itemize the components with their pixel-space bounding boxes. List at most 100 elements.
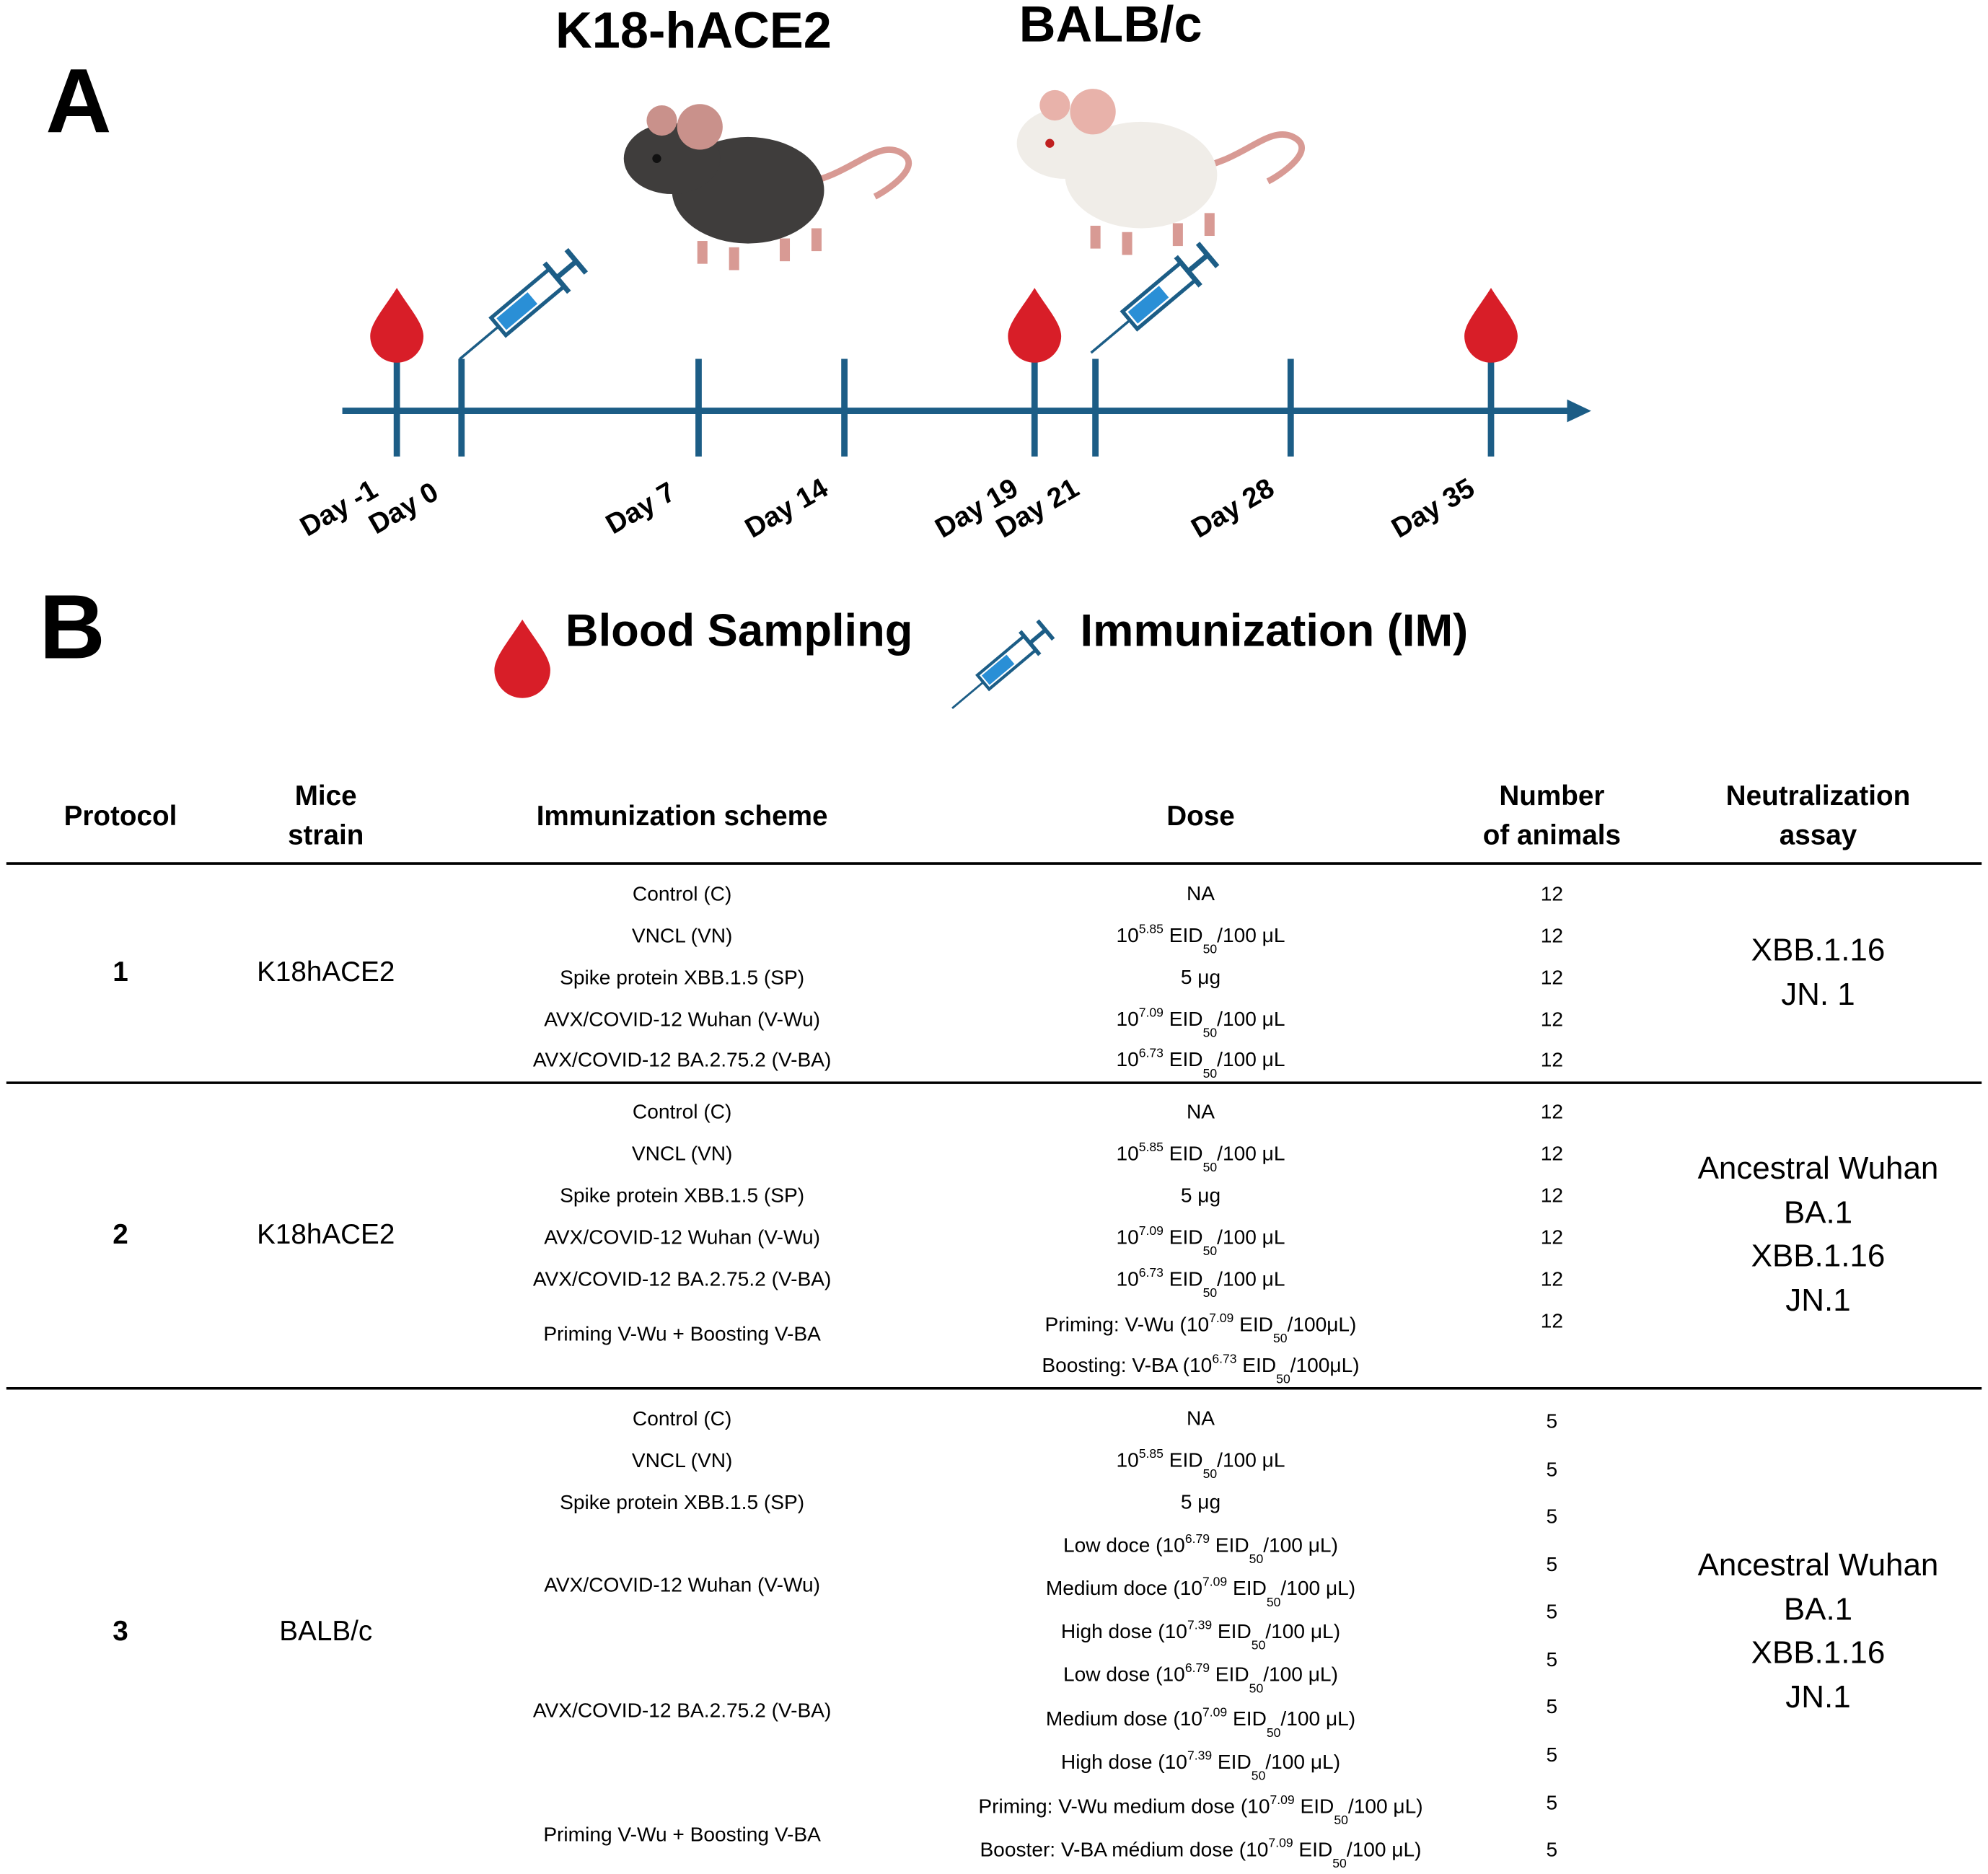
- dose-text: /100 μL: [1217, 1449, 1285, 1472]
- dose-text: /100 μL: [1217, 1008, 1285, 1030]
- dose-text: Priming: V-Wu (10: [1045, 1314, 1210, 1336]
- mouse-leg: [1122, 232, 1132, 255]
- dose-text: Medium dose (10: [1046, 1708, 1202, 1730]
- dose-text: /100 μL): [1263, 1534, 1338, 1557]
- column-header: Mice: [295, 780, 357, 811]
- column-header: Protocol: [64, 801, 177, 832]
- dose-text: High dose (10: [1061, 1620, 1187, 1642]
- strain-title: K18-hACE2: [555, 1, 832, 58]
- flange: [542, 261, 571, 294]
- dose-text: /100 μL): [1265, 1751, 1340, 1773]
- assay-cell: XBB.1.16: [1751, 1238, 1886, 1273]
- blood-drop-icon: [1008, 288, 1062, 363]
- animals-cell: 12: [1541, 1008, 1563, 1030]
- dose-subscript: 50: [1334, 1813, 1348, 1827]
- dose-cell: 107.09 EID50/100 μL: [1116, 1005, 1285, 1039]
- dose-exponent: 7.09: [1270, 1792, 1294, 1807]
- scheme-cell: VNCL (VN): [632, 1449, 733, 1472]
- animals-cell: 5: [1547, 1792, 1558, 1814]
- scheme-cell: AVX/COVID-12 Wuhan (V-Wu): [544, 1226, 820, 1249]
- dose-text: EID: [1164, 1449, 1203, 1472]
- dose-subscript: 50: [1273, 1331, 1288, 1345]
- plunger: [1186, 252, 1210, 273]
- mouse-eye: [652, 154, 661, 163]
- dose-text: 5 μg: [1181, 966, 1220, 988]
- assay-cell: BA.1: [1784, 1592, 1852, 1627]
- assay-cell: Ancestral Wuhan: [1698, 1151, 1939, 1186]
- dose-cell: Medium dose (107.09 EID50/100 μL): [1046, 1704, 1355, 1739]
- dose-subscript: 50: [1203, 1244, 1218, 1258]
- dose-exponent: 7.09: [1202, 1574, 1227, 1588]
- dose-exponent: 7.09: [1268, 1835, 1293, 1849]
- dose-text: /100 μL): [1280, 1708, 1355, 1730]
- day-label: Day 7: [601, 476, 681, 540]
- scheme-cell: AVX/COVID-12 Wuhan (V-Wu): [544, 1008, 820, 1030]
- dose-text: Low dose (10: [1063, 1663, 1185, 1686]
- mouse-tail: [798, 146, 912, 200]
- dose-cell: Boosting: V-BA (106.73 EID50/100μL): [1042, 1351, 1359, 1386]
- scheme-cell: Spike protein XBB.1.5 (SP): [560, 966, 804, 988]
- mice-strain: K18hACE2: [257, 956, 395, 987]
- animals-cell: 5: [1547, 1410, 1558, 1433]
- dose-cell: Medium doce (107.09 EID50/100 μL): [1046, 1574, 1355, 1609]
- animals-cell: 12: [1541, 966, 1563, 988]
- dose-text: EID: [1164, 1143, 1203, 1165]
- dose-text: EID: [1237, 1354, 1277, 1376]
- dose-text: EID: [1295, 1795, 1334, 1818]
- protocol-number: 1: [113, 956, 128, 987]
- dose-text: 10: [1116, 924, 1138, 946]
- animals-cell: 5: [1547, 1505, 1558, 1527]
- column-header: Immunization scheme: [537, 801, 828, 832]
- mouse-illustration: [1016, 89, 1305, 255]
- animals-cell: 12: [1541, 1184, 1563, 1207]
- dose-cell: 5 μg: [1181, 1184, 1220, 1207]
- mouse-leg: [1090, 225, 1101, 249]
- syringe-icon: [459, 247, 589, 361]
- protocol-number: 2: [113, 1219, 128, 1250]
- dose-subscript: 50: [1267, 1594, 1281, 1609]
- assay-cell: BA.1: [1784, 1195, 1852, 1231]
- day-label: Day 0: [364, 476, 444, 540]
- dose-text: /100 μL: [1217, 924, 1285, 946]
- mouse-illustration: [623, 104, 912, 270]
- syringe-icon: [951, 619, 1055, 709]
- protocol-number: 3: [113, 1616, 128, 1647]
- assay-cell: JN. 1: [1781, 977, 1855, 1012]
- animals-cell: 12: [1541, 1049, 1563, 1071]
- dose-cell: NA: [1187, 882, 1215, 905]
- assay-cell: Ancestral Wuhan: [1698, 1547, 1939, 1583]
- dose-text: 10: [1116, 1008, 1138, 1030]
- flange: [1174, 255, 1202, 288]
- scheme-cell: AVX/COVID-12 Wuhan (V-Wu): [544, 1573, 820, 1596]
- day-label: Day -1: [295, 474, 383, 542]
- animals-cell: 5: [1547, 1743, 1558, 1766]
- mice-strain: BALB/c: [279, 1616, 372, 1647]
- dose-text: EID: [1164, 1049, 1203, 1071]
- dose-exponent: 7.09: [1139, 1223, 1164, 1237]
- dose-subscript: 50: [1276, 1371, 1290, 1386]
- blood-drop-icon: [1464, 288, 1518, 363]
- plunger: [555, 259, 579, 280]
- assay-cell: XBB.1.16: [1751, 1635, 1886, 1670]
- scheme-cell: AVX/COVID-12 BA.2.75.2 (V-BA): [533, 1268, 831, 1290]
- scheme-cell: Spike protein XBB.1.5 (SP): [560, 1491, 804, 1513]
- scheme-cell: Control (C): [633, 1407, 731, 1430]
- dose-text: EID: [1164, 924, 1203, 946]
- mouse-leg: [1204, 213, 1215, 237]
- panel-label: B: [39, 575, 105, 677]
- dose-cell: 105.85 EID50/100 μL: [1116, 921, 1285, 956]
- dose-exponent: 7.39: [1187, 1617, 1212, 1632]
- dose-subscript: 50: [1249, 1681, 1264, 1695]
- dose-subscript: 50: [1203, 1160, 1218, 1174]
- dose-text: EID: [1233, 1314, 1273, 1336]
- dose-text: NA: [1187, 1407, 1215, 1430]
- scheme-cell: Priming V-Wu + Boosting V-BA: [543, 1322, 821, 1345]
- mouse-leg: [811, 228, 822, 252]
- dose-subscript: 50: [1203, 1466, 1218, 1481]
- dose-subscript: 50: [1267, 1725, 1281, 1739]
- animals-cell: 5: [1547, 1553, 1558, 1575]
- handle: [1195, 242, 1220, 268]
- dose-text: /100 μL): [1348, 1795, 1423, 1818]
- mouse-ear: [677, 104, 723, 150]
- dose-text: 5 μg: [1181, 1184, 1220, 1207]
